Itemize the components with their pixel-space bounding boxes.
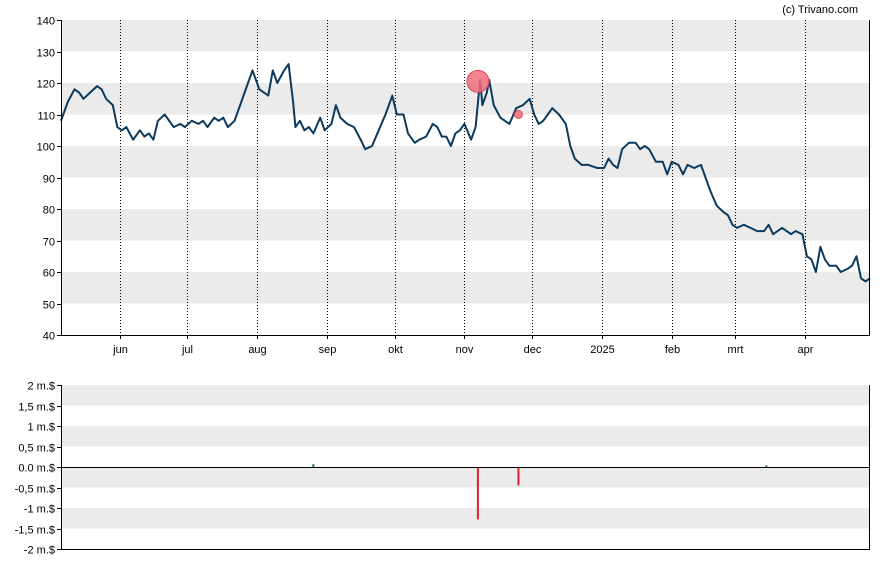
volume-panel: 2 m.$ 1,5 m.$ 1 m.$ 0,5 m.$ 0.0 m.$ -0,5 m.$ -… bbox=[15, 381, 870, 557]
y-tick-label: 60 bbox=[43, 268, 55, 280]
x-tick-label: okt bbox=[388, 344, 403, 356]
trade-marker bbox=[466, 69, 490, 93]
y-tick-label: -1,5 m.$ bbox=[15, 525, 55, 537]
volume-bar bbox=[476, 467, 479, 520]
y-tick-label: -2 m.$ bbox=[24, 545, 55, 557]
y-tick-label: 70 bbox=[43, 237, 55, 249]
volume-bar bbox=[517, 467, 520, 486]
price-line bbox=[60, 63, 871, 283]
price-panel: 40 50 60 70 80 90 100 110 120 130 140 jun jul aug sep… bbox=[37, 16, 871, 356]
volume-axes bbox=[61, 385, 870, 550]
price-band bbox=[61, 209, 870, 241]
y-tick-label: 140 bbox=[37, 16, 55, 28]
volume-band bbox=[61, 508, 870, 529]
y-tick-label: 80 bbox=[43, 205, 55, 217]
volume-band bbox=[61, 426, 870, 447]
x-tick-label: apr bbox=[798, 344, 814, 356]
price-bands bbox=[61, 20, 870, 304]
x-tick-label: 2025 bbox=[590, 344, 614, 356]
x-tick-label: jun bbox=[112, 344, 128, 356]
y-tick-label: 1 m.$ bbox=[27, 422, 55, 434]
volume-bar bbox=[765, 465, 768, 467]
trade-marker bbox=[513, 110, 523, 119]
y-tick-label: 0.0 m.$ bbox=[18, 463, 55, 475]
volume-band bbox=[61, 467, 870, 488]
price-y-ticks: 40 50 60 70 80 90 100 110 120 130 140 bbox=[37, 16, 61, 343]
y-tick-label: 2 m.$ bbox=[27, 381, 55, 393]
price-band bbox=[61, 20, 870, 52]
volume-bands bbox=[61, 385, 870, 529]
y-tick-label: 1,5 m.$ bbox=[18, 402, 55, 414]
y-tick-label: 90 bbox=[43, 174, 55, 186]
y-tick-label: 40 bbox=[43, 331, 55, 343]
y-tick-label: 130 bbox=[37, 48, 55, 60]
y-tick-label: 120 bbox=[37, 79, 55, 91]
price-band bbox=[61, 83, 870, 115]
x-tick-label: mrt bbox=[728, 344, 744, 356]
x-tick-label: feb bbox=[665, 344, 680, 356]
price-band bbox=[61, 272, 870, 304]
volume-y-ticks: 2 m.$ 1,5 m.$ 1 m.$ 0,5 m.$ 0.0 m.$ -0,5 m.$ -… bbox=[15, 381, 61, 557]
volume-bars bbox=[312, 464, 768, 520]
y-tick-label: -0,5 m.$ bbox=[15, 484, 55, 496]
y-tick-label: 50 bbox=[43, 300, 55, 312]
y-tick-label: 110 bbox=[37, 111, 55, 123]
x-tick-label: dec bbox=[524, 344, 542, 356]
x-tick-label: sep bbox=[319, 344, 337, 356]
price-x-ticks: jun jul aug sep okt nov dec 2025 feb mrt apr bbox=[112, 335, 814, 356]
x-tick-label: aug bbox=[248, 344, 266, 356]
price-markers bbox=[466, 69, 523, 119]
volume-bar bbox=[312, 464, 315, 467]
credit-text: (c) Trivano.com bbox=[782, 4, 858, 16]
x-tick-label: nov bbox=[456, 344, 474, 356]
y-tick-label: -1 m.$ bbox=[24, 504, 55, 516]
y-tick-label: 0,5 m.$ bbox=[18, 443, 55, 455]
price-band bbox=[61, 146, 870, 178]
y-tick-label: 100 bbox=[37, 142, 55, 154]
x-tick-label: jul bbox=[181, 344, 193, 356]
volume-band bbox=[61, 385, 870, 406]
